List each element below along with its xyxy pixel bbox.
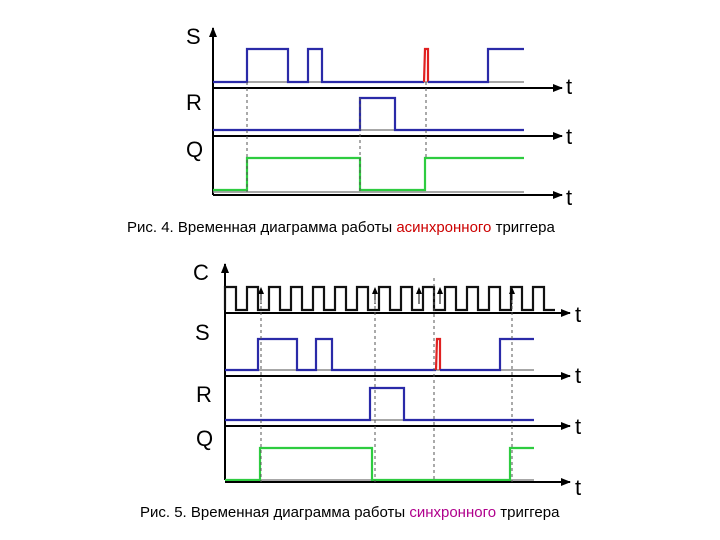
fig5-caption: Рис. 5. Временная диаграмма работы синхр… <box>140 504 559 521</box>
fig5-r-waveform <box>225 386 534 422</box>
fig5-s-waveform-end <box>440 337 534 372</box>
figure-5: C S R Q t t t t <box>193 260 581 500</box>
fig4-label-s: S <box>186 24 201 49</box>
fig4-caption-prefix: Рис. 4. Временная диаграмма работы <box>127 219 397 236</box>
fig4-label-r: R <box>186 90 202 115</box>
fig4-label-q: Q <box>186 137 203 162</box>
fig4-caption-suffix: триггера <box>491 219 555 236</box>
fig5-label-q: Q <box>196 426 213 451</box>
fig4-r-waveform <box>213 96 524 132</box>
fig5-caption-suffix: триггера <box>496 504 560 521</box>
fig4-t-label-3: t <box>566 185 572 210</box>
fig5-caption-highlight: синхронного <box>409 504 497 521</box>
fig5-label-c: C <box>193 260 209 285</box>
fig4-s-short-pulse <box>422 47 430 83</box>
fig5-caption-prefix: Рис. 5. Временная диаграмма работы <box>140 504 410 521</box>
fig5-s-waveform <box>225 337 436 372</box>
fig5-t-label-3: t <box>575 414 581 439</box>
fig5-t-label-1: t <box>575 302 581 327</box>
fig4-caption-highlight: асинхронного <box>396 219 492 236</box>
fig5-label-r: R <box>196 382 212 407</box>
fig5-q-waveform <box>225 446 534 482</box>
fig4-t-label-1: t <box>566 74 572 99</box>
fig4-caption: Рис. 4. Временная диаграмма работы асинх… <box>127 219 555 236</box>
fig5-clock-waveform <box>223 285 555 312</box>
fig4-q-waveform <box>213 156 524 192</box>
fig5-t-label-4: t <box>575 475 581 500</box>
fig4-t-label-2: t <box>566 124 572 149</box>
fig5-label-s: S <box>195 320 210 345</box>
fig4-s-waveform <box>213 47 424 84</box>
figure-4: S R Q t t t <box>186 24 572 210</box>
fig4-s-waveform-end <box>428 47 524 84</box>
fig5-t-label-2: t <box>575 363 581 388</box>
fig5-s-short-pulse <box>434 337 442 371</box>
